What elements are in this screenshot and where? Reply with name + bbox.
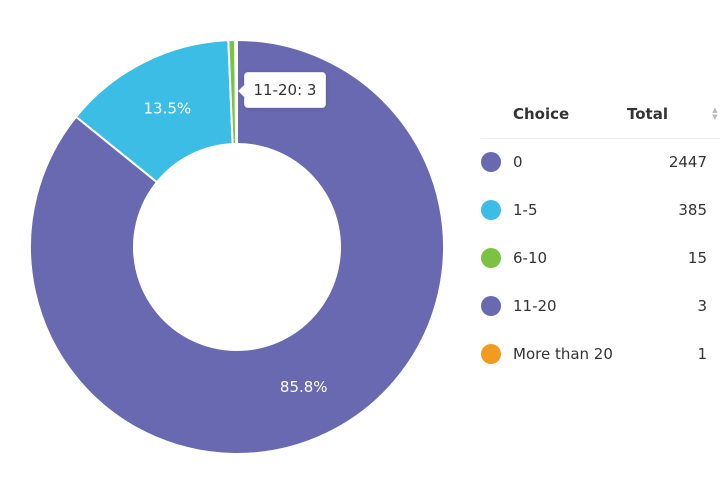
legend-total-3: 3	[697, 297, 707, 315]
legend-row-0[interactable]: 0 2447	[481, 150, 720, 174]
column-header-total[interactable]: Total	[627, 105, 668, 123]
legend-swatch-2	[481, 248, 501, 268]
legend-label-3: 11-20	[513, 297, 557, 315]
legend-row-2[interactable]: 6-10 15	[481, 246, 720, 270]
legend-total-2: 15	[687, 249, 707, 267]
legend-swatch-1	[481, 200, 501, 220]
legend-header: Choice Total ▲ ▼	[481, 90, 720, 139]
legend-total-0: 2447	[668, 153, 707, 171]
legend-label-2: 6-10	[513, 249, 548, 267]
sort-arrows-icon[interactable]: ▲ ▼	[712, 106, 718, 121]
legend-swatch-0	[481, 152, 501, 172]
legend-label-0: 0	[513, 153, 523, 171]
legend-swatch-4	[481, 344, 501, 364]
legend-row-3[interactable]: 11-20 3	[481, 294, 720, 318]
slice-label-1: 13.5%	[144, 100, 192, 118]
legend-row-1[interactable]: 1-5 385	[481, 198, 720, 222]
donut-slice-0[interactable]	[29, 38, 445, 455]
legend-table: Choice Total ▲ ▼ 0 2447 1-5 385 6-10 15 1…	[481, 90, 720, 364]
slice-tooltip: 11-20: 3	[238, 72, 326, 108]
donut-chart: 85.8% 13.5%	[29, 38, 445, 455]
legend-row-4[interactable]: More than 20 1	[481, 342, 720, 366]
legend-swatch-3	[481, 296, 501, 316]
legend-total-1: 385	[678, 201, 707, 219]
legend-label-1: 1-5	[513, 201, 538, 219]
legend-total-4: 1	[697, 345, 707, 363]
column-header-choice[interactable]: Choice	[513, 105, 570, 123]
slice-label-0: 85.8%	[280, 378, 328, 396]
legend-label-4: More than 20	[513, 345, 613, 363]
